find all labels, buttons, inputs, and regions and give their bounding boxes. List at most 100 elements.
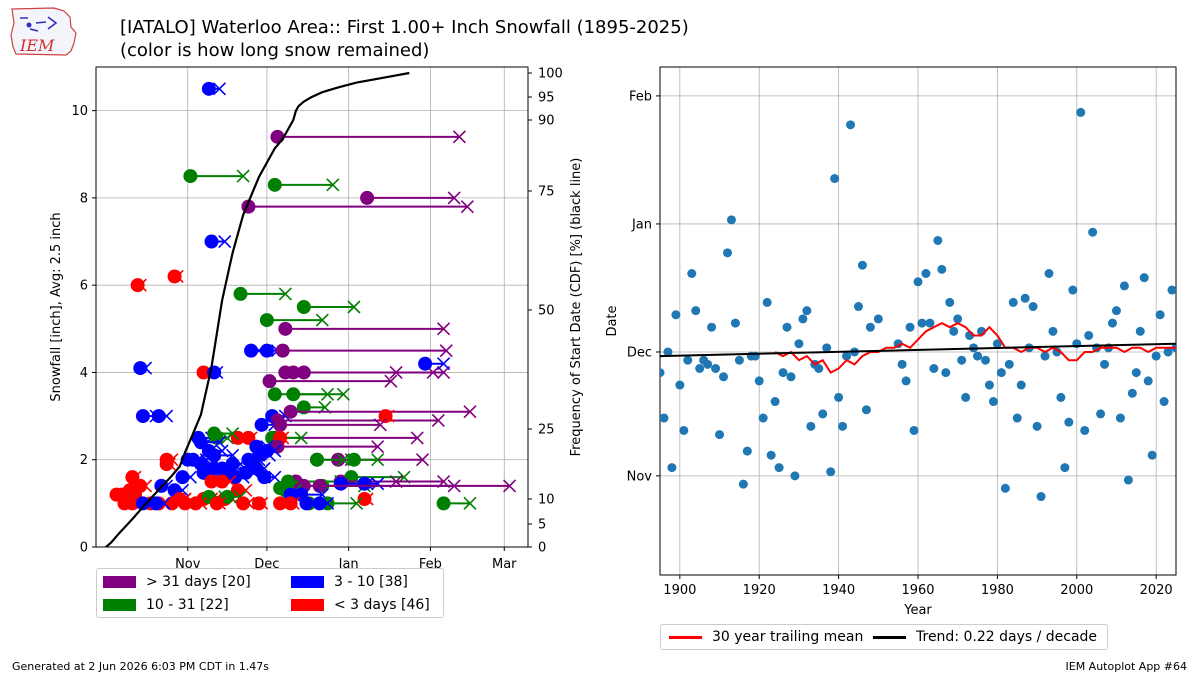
first-snow-point: [715, 430, 725, 440]
event-end-marker: [437, 357, 451, 371]
event-start-marker: [262, 374, 277, 389]
legend-label-red: < 3 days [46]: [334, 597, 430, 613]
left-plot-frame: [95, 66, 529, 548]
event-end-marker: [226, 426, 240, 441]
first-snow-point: [758, 413, 768, 423]
first-snow-point: [730, 318, 740, 328]
first-snow-point: [1119, 281, 1129, 291]
event-start-marker: [201, 81, 216, 96]
legend-item-trend: Trend: 0.22 days / decade: [873, 629, 1097, 645]
left-y2tick-label: 10: [538, 493, 555, 508]
event-start-marker: [278, 321, 293, 336]
event-start-marker: [312, 496, 327, 511]
first-snow-point: [842, 351, 852, 361]
right-chart-legend: 30 year trailing mean Trend: 0.22 days /…: [660, 624, 1108, 650]
event-end-marker: [431, 413, 445, 428]
right-xtick-label: 1980: [981, 583, 1014, 598]
first-snow-point: [691, 306, 701, 316]
first-snow-point: [1032, 421, 1042, 431]
left-chart-legend: > 31 days [20] 3 - 10 [38] 10 - 31 [22] …: [96, 568, 444, 618]
legend-label-green: 10 - 31 [22]: [146, 597, 229, 613]
event-start-marker: [178, 496, 193, 511]
first-snow-point: [1000, 483, 1010, 493]
first-snow-point: [1004, 359, 1014, 369]
event-start-marker: [267, 177, 282, 192]
right-xtick-label: 1940: [822, 583, 855, 598]
first-snow-point: [917, 318, 927, 328]
first-snow-point: [1167, 285, 1176, 295]
first-snow-point: [1020, 293, 1030, 303]
first-snow-point: [992, 339, 1002, 349]
event-end-marker: [437, 322, 451, 336]
legend-item-purple: > 31 days [20]: [103, 574, 251, 590]
event-start-marker: [151, 409, 166, 424]
first-snow-point: [742, 446, 752, 456]
first-snow-point: [853, 302, 863, 312]
first-snow-point: [1028, 302, 1038, 312]
first-snow-point: [762, 297, 772, 307]
first-snow-point: [726, 215, 736, 225]
event-start-marker: [130, 278, 145, 293]
first-snow-point: [1115, 413, 1125, 423]
event-end-marker: [336, 453, 350, 467]
first-snow-point: [1107, 318, 1117, 328]
first-snow-point: [945, 297, 955, 307]
event-end-marker: [447, 191, 461, 205]
event-end-marker: [460, 200, 474, 214]
event-end-marker: [326, 178, 340, 192]
first-snow-point: [806, 421, 816, 431]
event-end-marker: [218, 234, 232, 249]
right-xtick-label: 1920: [743, 583, 776, 598]
first-snow-point: [798, 314, 808, 324]
cdf-line: [105, 71, 410, 547]
event-start-marker: [164, 496, 179, 511]
event-start-marker: [209, 496, 224, 511]
first-snow-point: [1151, 351, 1161, 361]
right-xtick-label: 2020: [1140, 583, 1173, 598]
first-snow-point: [734, 355, 744, 365]
event-start-marker: [204, 234, 219, 249]
right-ylabel: Date: [605, 305, 620, 336]
first-snow-point: [754, 376, 764, 386]
first-snow-point: [949, 326, 959, 336]
first-snow-point: [937, 264, 947, 274]
first-snow-point: [830, 174, 840, 184]
legend-line-trend: [873, 635, 906, 639]
left-y2tick-label: 95: [538, 91, 555, 106]
event-start-marker: [299, 496, 314, 511]
first-snow-point: [929, 363, 939, 373]
first-snow-point: [667, 463, 677, 473]
first-snow-point: [996, 368, 1006, 378]
first-snow-point: [1123, 475, 1133, 485]
first-snow-point: [738, 479, 748, 489]
legend-label-trailing-mean: 30 year trailing mean: [712, 629, 864, 645]
iem-logo: IEM: [10, 7, 77, 56]
left-ytick-label: 6: [80, 279, 88, 294]
first-snow-point: [1131, 368, 1141, 378]
event-start-marker: [133, 361, 148, 376]
event-start-marker: [357, 476, 372, 491]
first-snow-point: [766, 450, 776, 460]
event-start-marker: [378, 409, 393, 424]
right-ytick-label: Jan: [631, 217, 652, 232]
first-snow-point: [984, 380, 994, 390]
event-end-marker: [371, 453, 385, 467]
first-snow-point: [687, 269, 697, 279]
event-end-marker: [294, 431, 308, 445]
event-end-marker: [157, 496, 171, 510]
event-end-marker: [162, 457, 176, 471]
event-start-marker: [251, 448, 266, 463]
event-end-marker: [236, 470, 250, 484]
first-snow-point: [1111, 306, 1121, 316]
first-snow-point: [774, 463, 784, 473]
event-start-marker: [207, 448, 222, 463]
first-snow-point: [1068, 285, 1078, 295]
first-snow-point: [838, 421, 848, 431]
event-end-marker: [320, 387, 335, 401]
event-start-marker: [175, 470, 190, 485]
first-snow-point: [822, 343, 832, 353]
legend-swatch-green: [103, 599, 136, 611]
event-end-marker: [133, 278, 147, 292]
first-snow-point: [953, 314, 963, 324]
